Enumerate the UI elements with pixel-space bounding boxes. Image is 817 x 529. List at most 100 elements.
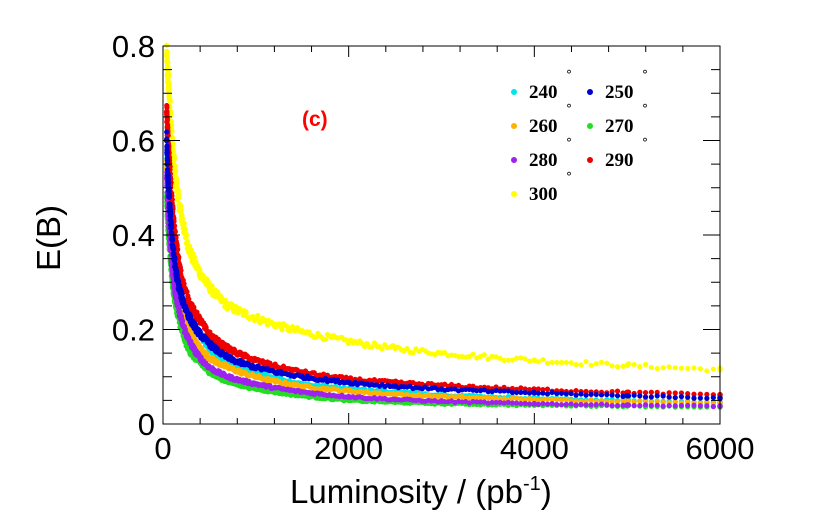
sample-point xyxy=(648,364,654,371)
sample-point xyxy=(588,397,594,403)
sample-point xyxy=(169,128,175,134)
sample-point xyxy=(535,386,541,392)
sample-point xyxy=(672,365,678,371)
sample-point xyxy=(166,194,173,201)
y-axis-title: E(B) xyxy=(30,205,67,271)
sample-point xyxy=(593,402,599,408)
legend-entry-300: 300 ° xyxy=(511,170,572,205)
sample-point xyxy=(573,398,579,404)
sample-point xyxy=(526,396,533,402)
panel-annotation: (c) xyxy=(302,108,328,131)
sample-point xyxy=(648,402,654,409)
sample-point xyxy=(672,399,678,405)
sample-point xyxy=(485,356,491,362)
sample-point xyxy=(379,346,385,352)
legend-label: 260 xyxy=(529,116,558,137)
sample-point xyxy=(489,388,495,395)
sample-point xyxy=(513,400,520,406)
sample-point xyxy=(710,366,716,372)
sample-point xyxy=(678,394,685,400)
y-tick-label: 0.2 xyxy=(112,313,155,348)
sample-point xyxy=(497,388,503,394)
sample-point xyxy=(563,401,569,407)
sample-point xyxy=(485,385,491,391)
sample-point xyxy=(598,392,605,398)
sample-point xyxy=(477,399,484,405)
sample-point xyxy=(197,266,203,273)
sample-point xyxy=(179,216,186,222)
y-tick-label: 0 xyxy=(138,407,155,442)
sample-point xyxy=(535,359,541,365)
sample-point xyxy=(209,283,215,289)
legend-entry-290: 290 ° xyxy=(587,136,648,171)
sample-point xyxy=(509,389,515,395)
sample-point xyxy=(175,187,182,193)
sample-point xyxy=(685,365,691,372)
sample-point xyxy=(191,254,198,260)
sample-point xyxy=(625,398,632,404)
sample-point xyxy=(685,402,691,408)
sample-point xyxy=(164,150,170,156)
sample-point xyxy=(578,362,584,368)
sample-point xyxy=(558,359,565,366)
sample-point xyxy=(489,353,495,359)
legend-marker xyxy=(587,123,593,129)
sample-point xyxy=(178,203,184,209)
sample-point xyxy=(573,387,579,394)
sample-point xyxy=(322,336,329,343)
sample-point xyxy=(172,163,178,169)
sample-point xyxy=(697,395,703,401)
sample-point xyxy=(637,393,643,399)
sample-point xyxy=(678,402,685,409)
sample-point xyxy=(174,242,180,249)
sample-point xyxy=(654,393,660,399)
x-tick-label: 6000 xyxy=(686,431,755,466)
sample-point xyxy=(672,403,678,409)
sample-point xyxy=(505,388,511,394)
sample-point xyxy=(685,391,691,397)
sample-point xyxy=(172,256,178,262)
sample-point xyxy=(164,104,170,111)
sample-point xyxy=(660,399,666,406)
sample-point xyxy=(614,364,621,370)
sample-point xyxy=(493,399,499,406)
sample-point xyxy=(489,395,495,401)
sample-point xyxy=(642,361,649,368)
sample-point xyxy=(170,135,176,141)
sample-point xyxy=(642,389,649,396)
sample-point xyxy=(165,124,171,131)
sample-point xyxy=(164,143,170,149)
sample-point xyxy=(497,355,503,361)
x-axis-title-main: Luminosity / (pb xyxy=(290,473,523,510)
sample-point xyxy=(255,312,261,319)
sample-point xyxy=(501,396,507,402)
sample-point xyxy=(604,360,610,366)
sample-point xyxy=(166,187,172,193)
sample-point xyxy=(178,267,184,274)
sample-point xyxy=(535,390,541,396)
sample-point xyxy=(171,154,178,160)
legend-label: 240 xyxy=(529,82,558,103)
sample-point xyxy=(631,362,637,368)
sample-point xyxy=(549,396,555,402)
sample-point xyxy=(554,390,560,397)
sample-point xyxy=(593,361,599,367)
sample-point xyxy=(568,401,574,407)
sample-point xyxy=(573,402,579,408)
sample-point xyxy=(609,399,615,405)
degree-symbol: ° xyxy=(566,170,572,184)
sample-point xyxy=(169,224,175,230)
sample-point xyxy=(410,350,416,356)
sample-point xyxy=(509,357,515,363)
sample-point xyxy=(474,399,480,405)
sample-point xyxy=(518,355,524,361)
sample-point xyxy=(526,358,533,364)
sample-point xyxy=(544,391,551,397)
sample-point xyxy=(167,98,173,104)
sample-point xyxy=(168,211,174,217)
sample-point xyxy=(497,399,503,405)
sample-point xyxy=(666,364,672,370)
sample-point xyxy=(620,363,626,369)
sample-point xyxy=(171,246,177,252)
